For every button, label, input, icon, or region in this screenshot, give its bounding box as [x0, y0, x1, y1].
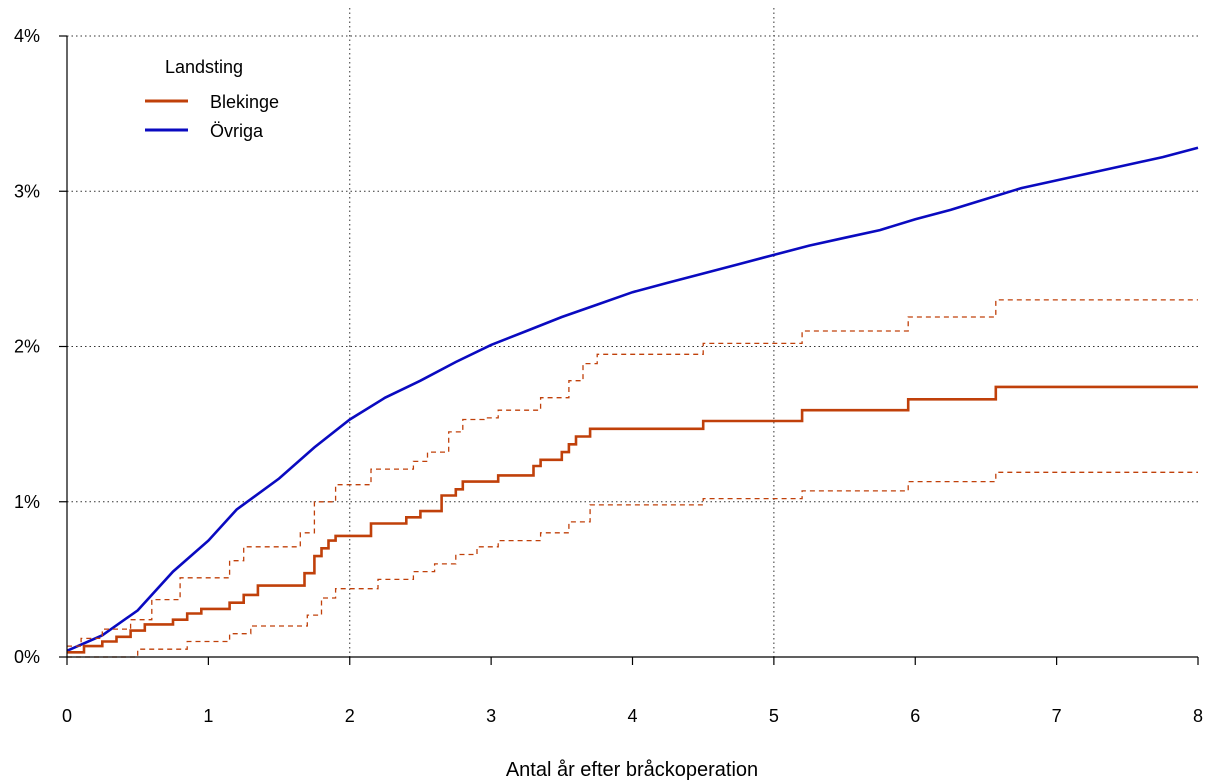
series-blekinge-line [67, 385, 1198, 654]
x-tick-label: 4 [627, 706, 637, 726]
x-tick-label: 3 [486, 706, 496, 726]
x-tick-label: 5 [769, 706, 779, 726]
legend-item-ovriga: Övriga [210, 121, 264, 141]
y-tick-label: 4% [14, 26, 40, 46]
y-tick-label: 3% [14, 181, 40, 201]
x-tick-label: 1 [203, 706, 213, 726]
x-tick-label: 2 [345, 706, 355, 726]
series-ovriga-line [66, 146, 1199, 652]
x-axis-title: Antal år efter bråckoperation [506, 759, 758, 781]
y-tick-label: 1% [14, 492, 40, 512]
series-layer [66, 146, 1199, 658]
y-tick-label: 0% [14, 647, 40, 667]
axes: 0 1 2 3 4 5 6 7 8 0% 1% 2% 3% 4% [14, 26, 1203, 726]
x-tick-label: 8 [1193, 706, 1203, 726]
x-tick-label: 6 [910, 706, 920, 726]
x-tick-label: 7 [1052, 706, 1062, 726]
series-blekinge-lower-ci [67, 471, 1198, 658]
x-tick-label: 0 [62, 706, 72, 726]
grid [67, 8, 1198, 657]
y-tick-label: 2% [14, 337, 40, 357]
series-blekinge-upper-ci [67, 299, 1198, 647]
legend: Landsting Blekinge Övriga [145, 57, 279, 141]
legend-item-blekinge: Blekinge [210, 92, 279, 112]
legend-title: Landsting [165, 57, 243, 77]
